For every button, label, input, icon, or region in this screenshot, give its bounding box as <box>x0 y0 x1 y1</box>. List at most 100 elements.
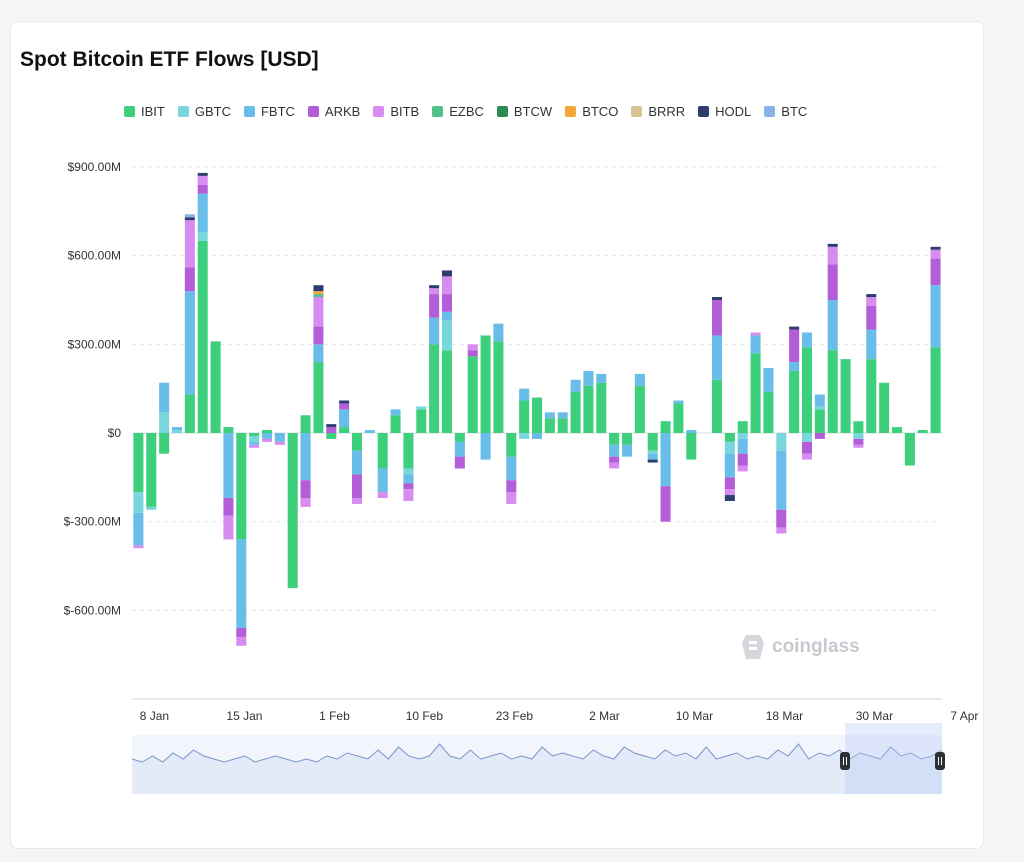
bar-segment-fbtc <box>390 409 401 416</box>
bar-segment-bitb <box>737 465 748 472</box>
bar-segment-ibit <box>197 240 208 433</box>
watermark: coinglass <box>740 633 860 661</box>
y-tick-label: $600.00M <box>68 249 121 263</box>
bar-segment-gbtc <box>133 492 144 513</box>
bar-segment-arkb <box>737 453 748 466</box>
bar-segment-fbtc <box>814 394 825 407</box>
bar-segment-btc <box>184 214 195 218</box>
bar-segment-ibit <box>827 350 838 433</box>
bar-segment-fbtc <box>776 450 787 510</box>
bar-segment-fbtc <box>763 367 774 392</box>
legend-item-btcw[interactable]: BTCW <box>496 104 553 119</box>
bar-segment-hodl <box>339 400 350 404</box>
bar-segment-ibit <box>390 415 401 433</box>
bar-segment-fbtc <box>493 323 504 342</box>
bar-segment-arkb <box>454 456 465 469</box>
legend-swatch <box>124 106 135 117</box>
legend-label: HODL <box>715 104 752 119</box>
bar-segment-bitb <box>274 441 285 445</box>
bar-segment-ibit <box>480 335 491 433</box>
bar-segment-gbtc <box>853 433 864 439</box>
bar-segment-fbtc <box>454 441 465 457</box>
bar-segment-bitb <box>441 276 453 295</box>
bar-segment-fbtc <box>313 344 324 363</box>
bar-segment-gbtc <box>647 450 658 454</box>
bar-segment-ibit <box>570 391 581 433</box>
navigator-selection[interactable] <box>845 723 942 794</box>
bar-segment-arkb <box>776 509 787 528</box>
navigator-right-handle[interactable] <box>935 752 945 770</box>
legend-label: GBTC <box>194 104 231 119</box>
bar-segment-fbtc <box>557 412 568 419</box>
bar-segment-arkb <box>236 628 247 637</box>
bar-segment-fbtc <box>583 370 594 386</box>
legend-item-fbtc[interactable]: FBTC <box>243 104 295 119</box>
bar-segment-bitb <box>133 545 144 549</box>
bar-segment-ibit <box>454 433 465 442</box>
bar-segment-bitb <box>429 288 440 295</box>
bar-segment-hodl <box>827 243 838 247</box>
bar-segment-gbtc <box>249 435 260 442</box>
x-tick-label: 15 Jan <box>226 709 262 723</box>
bar-segment-hodl <box>197 172 208 176</box>
legend-item-gbtc[interactable]: GBTC <box>177 104 231 119</box>
y-tick-label: $900.00M <box>68 160 121 174</box>
bar-segment-arkb <box>724 477 735 490</box>
bar-segment-ibit <box>210 341 221 433</box>
bar-segment-ibit <box>223 427 234 433</box>
bar-segment-gbtc <box>441 320 453 351</box>
bar-segment-ibit <box>866 359 877 433</box>
bar-segment-ezbc <box>313 294 324 298</box>
bar-segment-ibit <box>917 430 928 433</box>
bar-segment-arkb <box>930 258 941 286</box>
bar-segment-gbtc <box>159 412 170 433</box>
bar-segment-ibit <box>750 353 761 433</box>
navigator-area <box>132 744 942 794</box>
x-tick-label: 10 Feb <box>406 709 444 723</box>
legend-item-ezbc[interactable]: EZBC <box>432 104 484 119</box>
bar-segment-hodl <box>647 459 658 463</box>
bar-segment-ibit <box>840 359 851 433</box>
bar-segment-gbtc <box>737 433 748 439</box>
legend-item-ibit[interactable]: IBIT <box>124 104 165 119</box>
bar-segment-ibit <box>339 427 350 433</box>
bar-segment-fbtc <box>647 453 658 460</box>
bar-segment-ibit <box>249 433 260 436</box>
bar-segment-ibit <box>634 385 645 433</box>
bar-segment-bitb <box>724 489 735 496</box>
bar-segment-fbtc <box>236 539 247 629</box>
legend-item-btc[interactable]: BTC <box>764 104 807 119</box>
bar-segment-ibit <box>531 397 543 433</box>
bar-segment-fbtc <box>300 433 311 481</box>
bar-segment-ibit <box>313 362 324 433</box>
legend-item-hodl[interactable]: HODL <box>698 104 751 119</box>
bar-segment-fbtc <box>750 335 761 354</box>
bar-segment-ibit <box>853 421 864 433</box>
legend-item-bitb[interactable]: BITB <box>373 104 419 119</box>
x-tick-label: 23 Feb <box>496 709 534 723</box>
bar-segment-ibit <box>557 418 568 433</box>
legend-swatch <box>698 106 710 117</box>
chart-legend: IBIT GBTC FBTC ARKB BITB EZBC BTCW BTCO BRRR HODL… <box>124 104 820 119</box>
navigator-left-handle[interactable] <box>840 752 850 770</box>
y-tick-label: $0 <box>108 426 122 440</box>
legend-swatch <box>243 106 255 117</box>
bar-segment-arkb <box>789 329 800 363</box>
y-tick-label: $300.00M <box>68 337 121 351</box>
bar-segment-ibit <box>789 370 800 433</box>
bar-segment-arkb <box>467 350 478 357</box>
legend-item-brrr[interactable]: BRRR <box>631 104 685 119</box>
bar-segment-bitb <box>403 489 414 501</box>
bar-segment-fbtc <box>737 438 748 454</box>
bar-segment-ibit <box>879 382 890 433</box>
legend-item-btco[interactable]: BTCO <box>565 104 618 119</box>
legend-item-arkb[interactable]: ARKB <box>307 104 360 119</box>
bar-segment-fbtc <box>159 382 170 413</box>
bar-segment-ibit <box>686 433 697 460</box>
y-tick-label: $-600.00M <box>64 603 121 617</box>
bar-segment-ibit <box>146 433 157 507</box>
legend-label: BTCW <box>513 104 553 119</box>
bar-segment-ibit <box>184 394 195 433</box>
bar-segment-arkb <box>351 474 363 499</box>
